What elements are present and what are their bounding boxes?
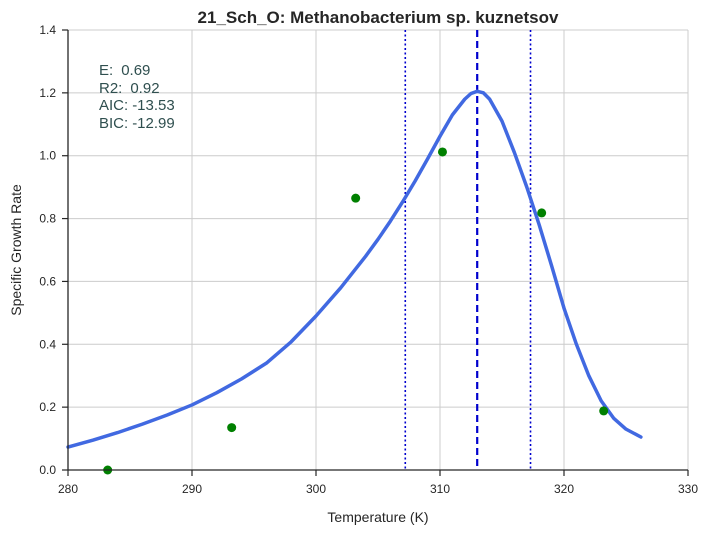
y-tick-label: 0.2 [39,400,56,414]
fitted-curve-line [66,89,643,449]
y-tick-label: 0.8 [39,212,56,226]
stat-aic-value: -13.53 [132,97,175,114]
stat-bic-value: -12.99 [132,115,175,132]
y-tick-label: 0.6 [39,274,56,288]
stat-bic: BIC: -12.99 [99,115,175,132]
curve-layer [66,89,643,449]
x-tick-label: 310 [430,482,450,496]
observed-point [599,406,609,416]
stats-block: E: 0.69 R2: 0.92 AIC: -13.53 BIC: -12.99 [99,62,175,132]
y-tick-label: 1.4 [39,23,56,37]
observed-point [227,423,237,433]
x-tick-label: 320 [554,482,574,496]
y-axis-label: Specific Growth Rate [8,184,24,316]
x-tick-label: 300 [306,482,326,496]
x-tick-label: 280 [58,482,78,496]
y-tick-label: 0.4 [39,337,56,351]
tick-labels-layer: 280 290 300 310 320 330 0.0 0.2 0.4 0.6 0.8 1.0 1.2 1… [39,23,698,496]
stat-r2-label: R2: [99,80,122,97]
y-tick-label: 1.0 [39,149,56,163]
axis-layer [67,30,688,471]
stat-e-label: E: [99,62,113,79]
x-tick-label: 290 [182,482,202,496]
y-tick-label: 0.0 [39,463,56,477]
x-tick-label: 330 [678,482,698,496]
x-axis-label: Temperature (K) [327,509,428,525]
stat-e: E: 0.69 [99,62,150,79]
y-tick-label: 1.2 [39,86,56,100]
points-layer [103,147,609,475]
stat-e-value: 0.69 [121,62,150,79]
grid-layer [67,29,689,471]
stat-r2-value: 0.92 [130,80,159,97]
stat-aic-label: AIC: [99,97,128,114]
observed-point [351,193,361,203]
stat-aic: AIC: -13.53 [99,97,175,114]
observed-point [437,147,447,157]
observed-point [537,208,547,218]
stat-bic-label: BIC: [99,115,128,132]
chart-title: 21_Sch_O: Methanobacterium sp. kuznetsov [198,8,559,27]
vertical-lines-layer [404,30,532,470]
stat-r2: R2: 0.92 [99,80,160,97]
